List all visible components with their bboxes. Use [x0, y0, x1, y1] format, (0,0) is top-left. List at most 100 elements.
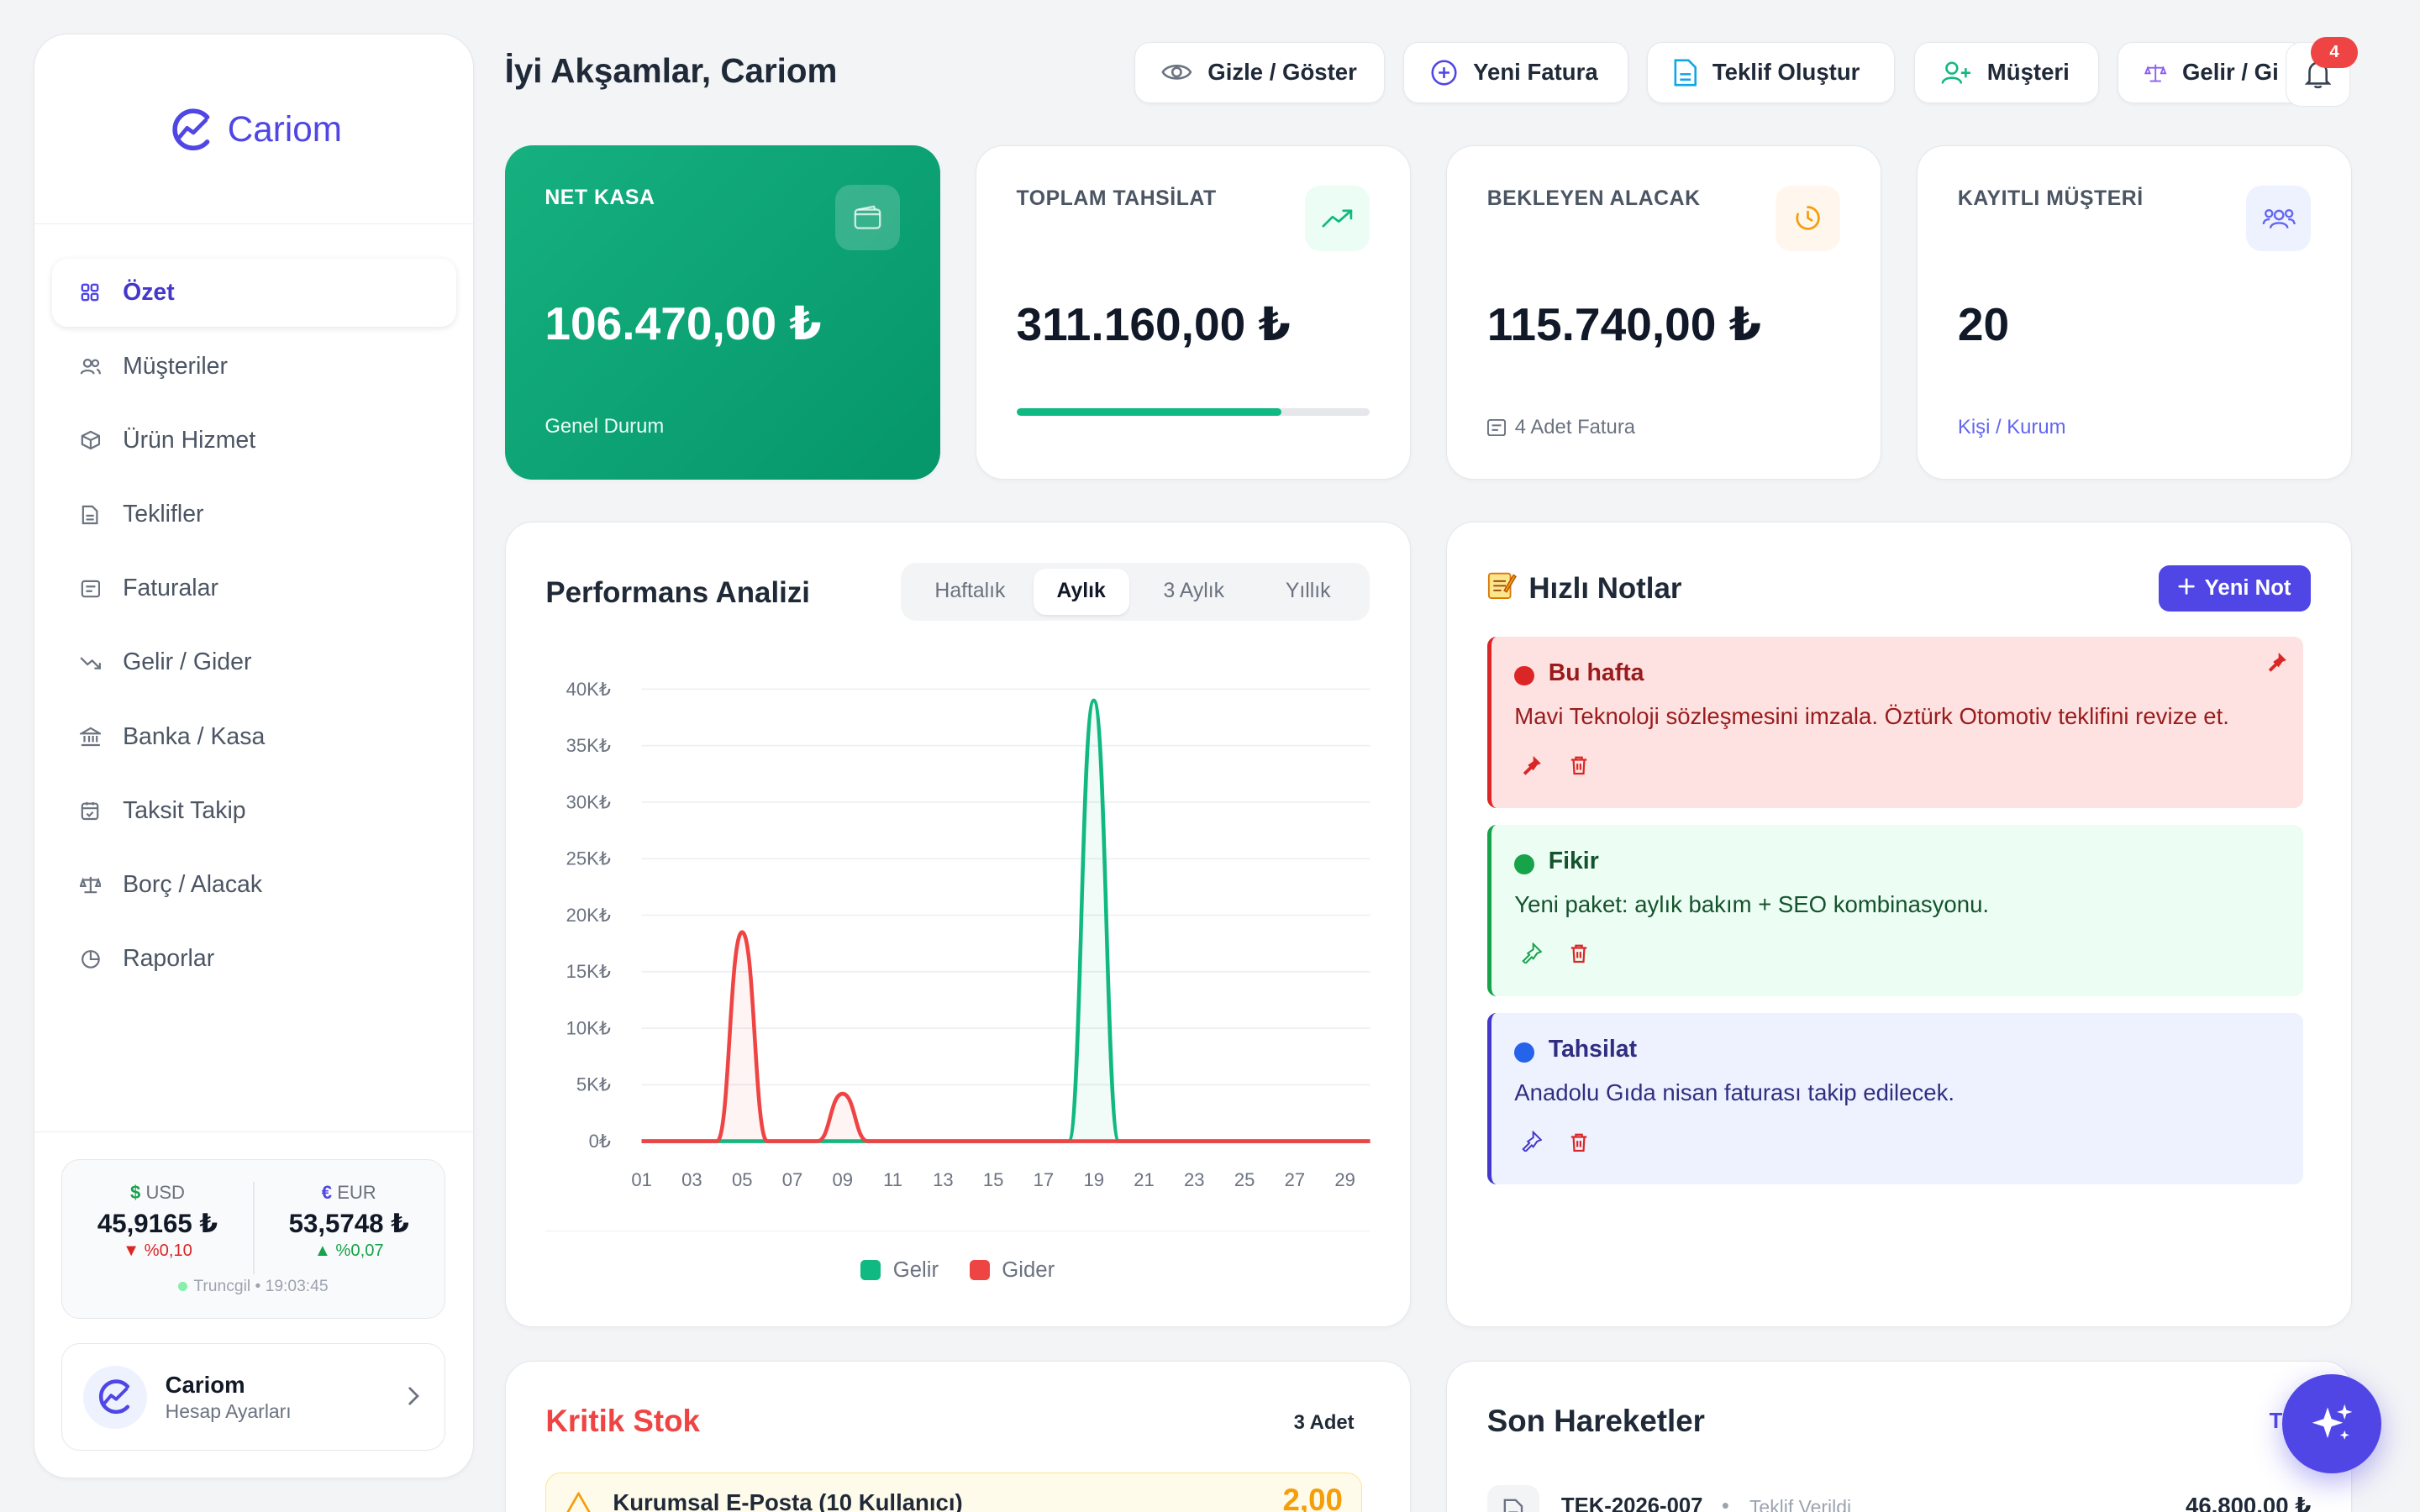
note-title: Tahsilat — [1548, 1036, 1638, 1063]
critical-stock-title: Kritik Stok — [545, 1403, 700, 1438]
document-icon — [1486, 1484, 1540, 1512]
invoice-icon — [80, 578, 102, 600]
sidebar-item-raporlar[interactable]: Raporlar — [52, 925, 456, 993]
pinned-icon — [2266, 650, 2288, 679]
brand-logo[interactable]: Cariom — [34, 34, 473, 225]
note-text: Anadolu Gıda nisan faturası takip edilec… — [1514, 1079, 1954, 1105]
stat-label: NET KASA — [544, 186, 655, 210]
note-actions — [1521, 753, 1589, 782]
stat-card-net-kasa[interactable]: NET KASA 106.470,00 ₺ Genel Durum — [504, 144, 940, 480]
sidebar-item-musteriler[interactable]: Müşteriler — [52, 333, 456, 401]
sidebar-item-gelir-gider[interactable]: Gelir / Gider — [52, 629, 456, 697]
sidebar-item-ozet[interactable]: Özet — [51, 258, 456, 327]
income-expense-button[interactable]: Gelir / Gi — [2117, 41, 2306, 104]
tab-haftalik[interactable]: Haftalık — [934, 580, 1006, 603]
users-icon — [2246, 186, 2312, 251]
live-dot-icon — [177, 1282, 187, 1292]
arrow-down-icon: ▼ — [123, 1242, 140, 1261]
recent-transactions-title: Son Hareketler — [1486, 1403, 1705, 1438]
sidebar-item-urun-hizmet[interactable]: Ürün Hizmet — [52, 407, 456, 475]
stat-card-toplam-tahsilat[interactable]: TOPLAM TAHSİLAT 311.160,00 ₺ — [975, 144, 1411, 480]
usd-rate: $ USD 45,9165 ₺ ▼ %0,10 — [62, 1182, 254, 1261]
stock-item[interactable]: Kurumsal E-Posta (10 Kullanıcı) 2,00 — [545, 1473, 1362, 1512]
trash-icon[interactable] — [1570, 942, 1588, 970]
trend-up-icon — [1304, 186, 1370, 251]
y-tick-label: 15K₺ — [566, 961, 610, 982]
legend-item-gider[interactable]: Gider — [969, 1258, 1055, 1283]
toggle-visibility-label: Gizle / Göster — [1207, 59, 1357, 86]
document-icon — [1674, 59, 1697, 87]
stat-card-bekleyen-alacak[interactable]: BEKLEYEN ALACAK 115.740,00 ₺ 4 Adet Fatu… — [1445, 144, 1881, 480]
legend-item-gelir[interactable]: Gelir — [860, 1258, 939, 1283]
note-title: Bu hafta — [1548, 659, 1644, 687]
stat-card-kayitli-musteri[interactable]: KAYITLI MÜŞTERİ 20 Kişi / Kurum — [1917, 144, 2353, 480]
ai-assistant-button[interactable] — [2282, 1374, 2382, 1474]
note-actions — [1521, 1130, 1589, 1158]
euro-icon: € — [321, 1182, 333, 1204]
account-subtitle: Hesap Ayarları — [165, 1399, 292, 1422]
pin-icon[interactable] — [1521, 1130, 1543, 1158]
pie-icon — [80, 948, 102, 970]
plus-icon — [2178, 576, 2196, 601]
pin-icon[interactable] — [1521, 753, 1543, 782]
stat-value: 311.160,00 ₺ — [1016, 297, 1291, 350]
new-invoice-button[interactable]: Yeni Fatura — [1402, 41, 1628, 104]
sidebar-item-faturalar[interactable]: Faturalar — [52, 554, 456, 622]
sidebar-item-teklifler[interactable]: Teklifler — [52, 480, 456, 549]
notes-title-text: Hızlı Notlar — [1528, 571, 1682, 605]
legend-label: Gelir — [892, 1257, 939, 1282]
trend-down-icon — [80, 652, 102, 674]
scale-icon — [79, 874, 102, 896]
sidebar-item-label: Taksit Takip — [123, 796, 246, 824]
tab-aylik[interactable]: Aylık — [1033, 568, 1129, 615]
note-card[interactable]: Fikir Yeni paket: aylık bakım + SEO komb… — [1486, 824, 2304, 996]
sidebar-item-label: Ürün Hizmet — [123, 426, 256, 454]
note-title: Fikir — [1548, 848, 1599, 875]
invoice-icon — [1486, 418, 1506, 437]
sidebar-item-taksit-takip[interactable]: Taksit Takip — [52, 777, 456, 845]
sidebar-item-borc-alacak[interactable]: Borç / Alacak — [52, 851, 456, 919]
trash-icon[interactable] — [1570, 1130, 1588, 1158]
bank-icon — [79, 726, 102, 748]
arrow-up-icon: ▲ — [313, 1242, 331, 1261]
sidebar-item-label: Gelir / Gider — [123, 648, 252, 676]
new-customer-button[interactable]: Müşteri — [1913, 41, 2099, 104]
account-settings-button[interactable]: Cariom Hesap Ayarları — [60, 1342, 445, 1452]
progress-fill — [1016, 407, 1281, 417]
sidebar-item-banka-kasa[interactable]: Banka / Kasa — [52, 703, 456, 771]
document-icon — [80, 504, 102, 526]
clock-icon — [1776, 186, 1841, 251]
create-quote-button[interactable]: Teklif Oluştur — [1646, 41, 1896, 104]
stat-label: TOPLAM TAHSİLAT — [1016, 187, 1217, 211]
period-tabs: Haftalık Aylık 3 Aylık Yıllık — [900, 562, 1370, 622]
x-tick-label: 21 — [1134, 1169, 1155, 1190]
transaction-row[interactable]: TEK-2026-007 • Teklif Verildi 46.800,00 … — [1486, 1479, 2311, 1512]
notification-count-badge: 4 — [2310, 37, 2359, 68]
dollar-icon: $ — [130, 1182, 141, 1204]
usd-value: 45,9165 ₺ — [97, 1208, 218, 1238]
stat-footer: Genel Durum — [544, 415, 665, 438]
y-tick-label: 30K₺ — [566, 791, 610, 812]
tab-yillik[interactable]: Yıllık — [1285, 580, 1331, 603]
performance-title: Performans Analizi — [545, 576, 810, 610]
sidebar: Cariom Özet Müşteriler Ürün Hizmet — [34, 34, 474, 1478]
stat-label: KAYITLI MÜŞTERİ — [1957, 187, 2144, 211]
eur-rate: € EUR 53,5748 ₺ ▲ %0,07 — [253, 1182, 445, 1261]
cariom-logo-icon — [172, 108, 210, 150]
tab-3-aylik[interactable]: 3 Aylık — [1163, 580, 1225, 603]
quick-notes-card: Hızlı Notlar Yeni Not Bu hafta Mavi Tekn… — [1445, 521, 2353, 1327]
sidebar-item-label: Faturalar — [123, 575, 218, 602]
note-card[interactable]: Bu hafta Mavi Teknoloji sözleşmesini imz… — [1486, 636, 2304, 808]
notes-title: Hızlı Notlar — [1487, 570, 1682, 607]
toggle-visibility-button[interactable]: Gizle / Göster — [1134, 41, 1385, 104]
trash-icon[interactable] — [1570, 753, 1588, 782]
new-note-button[interactable]: Yeni Not — [2158, 565, 2312, 612]
memo-icon — [1487, 570, 1517, 607]
x-tick-label: 23 — [1184, 1169, 1205, 1190]
note-card[interactable]: Tahsilat Anadolu Gıda nisan faturası tak… — [1486, 1012, 2304, 1184]
collection-progress-bar — [1016, 407, 1370, 417]
x-tick-label: 11 — [883, 1169, 902, 1190]
pin-icon[interactable] — [1521, 942, 1543, 970]
users-icon — [80, 355, 102, 377]
transaction-status: Teklif Verildi — [1749, 1495, 1852, 1512]
